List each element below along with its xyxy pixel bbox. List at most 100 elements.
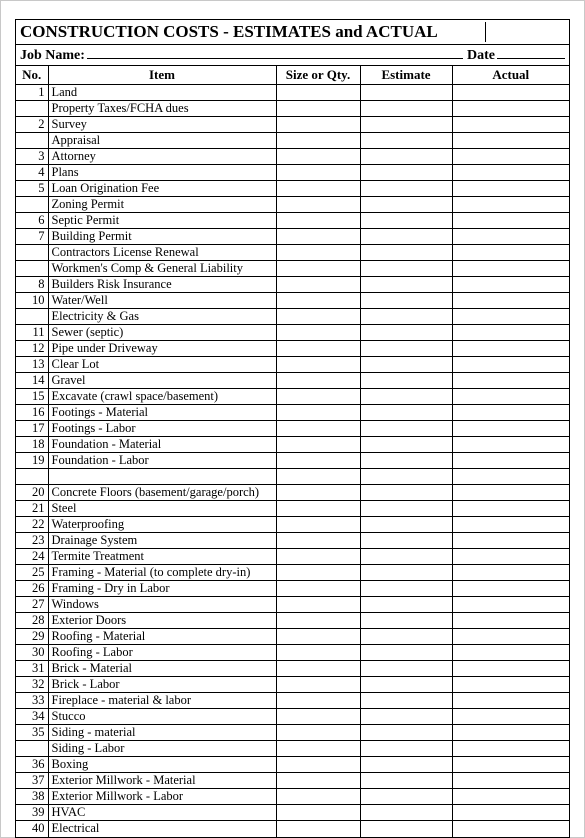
row-estimate — [360, 517, 452, 533]
table-row: 36Boxing — [16, 757, 569, 773]
row-actual — [452, 213, 569, 229]
row-size — [276, 677, 360, 693]
row-item: Windows — [48, 597, 276, 613]
row-size — [276, 629, 360, 645]
table-row: 20Concrete Floors (basement/garage/porch… — [16, 485, 569, 501]
row-no: 13 — [16, 357, 48, 373]
row-actual — [452, 421, 569, 437]
row-actual — [452, 453, 569, 469]
row-no: 21 — [16, 501, 48, 517]
row-no — [16, 133, 48, 149]
row-size — [276, 805, 360, 821]
row-item: Plans — [48, 165, 276, 181]
table-row — [16, 469, 569, 485]
row-actual — [452, 549, 569, 565]
row-actual — [452, 789, 569, 805]
row-actual — [452, 821, 569, 837]
row-actual — [452, 341, 569, 357]
row-size — [276, 485, 360, 501]
row-estimate — [360, 469, 452, 485]
table-row: 26Framing - Dry in Labor — [16, 581, 569, 597]
row-no — [16, 261, 48, 277]
row-estimate — [360, 277, 452, 293]
row-size — [276, 149, 360, 165]
row-estimate — [360, 645, 452, 661]
row-actual — [452, 629, 569, 645]
row-actual — [452, 277, 569, 293]
row-estimate — [360, 373, 452, 389]
row-actual — [452, 101, 569, 117]
row-no — [16, 101, 48, 117]
row-size — [276, 277, 360, 293]
row-no: 38 — [16, 789, 48, 805]
row-item: Foundation - Labor — [48, 453, 276, 469]
row-item: Zoning Permit — [48, 197, 276, 213]
row-item: Excavate (crawl space/basement) — [48, 389, 276, 405]
row-item: Clear Lot — [48, 357, 276, 373]
row-size — [276, 133, 360, 149]
row-actual — [452, 613, 569, 629]
row-actual — [452, 469, 569, 485]
row-actual — [452, 741, 569, 757]
row-actual — [452, 805, 569, 821]
row-no — [16, 309, 48, 325]
row-actual — [452, 357, 569, 373]
row-estimate — [360, 165, 452, 181]
row-no: 28 — [16, 613, 48, 629]
table-row: Workmen's Comp & General Liability — [16, 261, 569, 277]
title-right-cell — [485, 22, 565, 42]
row-item: Roofing - Material — [48, 629, 276, 645]
row-estimate — [360, 741, 452, 757]
row-size — [276, 613, 360, 629]
row-no: 29 — [16, 629, 48, 645]
table-header-row: No. Item Size or Qty. Estimate Actual — [16, 66, 569, 85]
row-item: Concrete Floors (basement/garage/porch) — [48, 485, 276, 501]
row-estimate — [360, 821, 452, 837]
table-row: 32Brick - Labor — [16, 677, 569, 693]
row-size — [276, 389, 360, 405]
row-estimate — [360, 197, 452, 213]
row-item: Footings - Material — [48, 405, 276, 421]
row-estimate — [360, 501, 452, 517]
row-estimate — [360, 213, 452, 229]
row-size — [276, 197, 360, 213]
table-row: 5Loan Origination Fee — [16, 181, 569, 197]
row-estimate — [360, 405, 452, 421]
row-no: 6 — [16, 213, 48, 229]
row-estimate — [360, 133, 452, 149]
row-actual — [452, 309, 569, 325]
row-actual — [452, 501, 569, 517]
col-item-header: Item — [48, 66, 276, 85]
table-row: 7Building Permit — [16, 229, 569, 245]
row-no — [16, 197, 48, 213]
row-size — [276, 709, 360, 725]
row-estimate — [360, 805, 452, 821]
row-estimate — [360, 789, 452, 805]
table-row: 12Pipe under Driveway — [16, 341, 569, 357]
row-no: 26 — [16, 581, 48, 597]
row-size — [276, 789, 360, 805]
row-item: Framing - Dry in Labor — [48, 581, 276, 597]
row-no: 23 — [16, 533, 48, 549]
row-actual — [452, 597, 569, 613]
row-size — [276, 773, 360, 789]
row-item: Electrical — [48, 821, 276, 837]
row-item: Waterproofing — [48, 517, 276, 533]
row-no: 34 — [16, 709, 48, 725]
row-estimate — [360, 229, 452, 245]
row-actual — [452, 165, 569, 181]
row-size — [276, 725, 360, 741]
row-estimate — [360, 661, 452, 677]
table-row: 2Survey — [16, 117, 569, 133]
row-item: Roofing - Labor — [48, 645, 276, 661]
row-no: 27 — [16, 597, 48, 613]
table-row: 3Attorney — [16, 149, 569, 165]
table-row: 4Plans — [16, 165, 569, 181]
table-row: 34Stucco — [16, 709, 569, 725]
row-no: 16 — [16, 405, 48, 421]
row-no: 30 — [16, 645, 48, 661]
table-row: Siding - Labor — [16, 741, 569, 757]
row-estimate — [360, 597, 452, 613]
row-estimate — [360, 181, 452, 197]
row-estimate — [360, 357, 452, 373]
